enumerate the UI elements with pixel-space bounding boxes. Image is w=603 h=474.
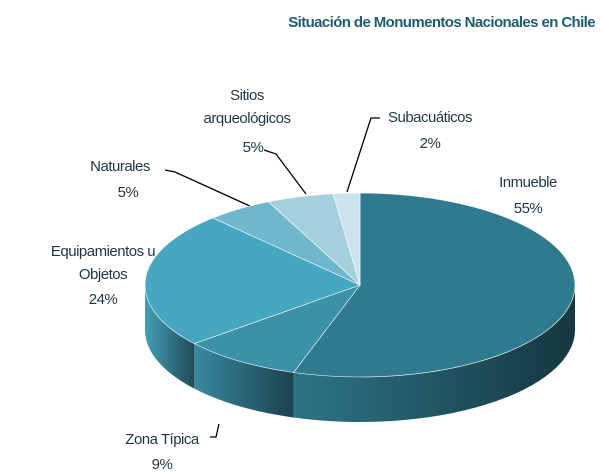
slice [193,284,361,373]
leader-lines [164,117,380,438]
slice-value-label: 55% [513,200,543,217]
slice-label: Inmueble [499,174,557,191]
leader-line [210,423,220,438]
slice-value-label: 5% [117,184,139,201]
slice [332,192,361,286]
slice-side [293,285,575,423]
slice [293,192,576,378]
slice-value-label: 5% [242,139,264,156]
slice-label: Subacuáticos [387,109,473,126]
leader-line [263,149,307,195]
slice-side [194,343,294,418]
slice [144,217,361,344]
leader-line [164,169,253,208]
slice-label: Zona Típica [125,431,199,448]
slice-value-label: 24% [88,291,118,308]
leader-line [346,117,380,193]
slice-value-label: 2% [419,135,441,152]
slice-label: Sitios arqueológicos [203,87,291,127]
slice-value-label: 9% [151,456,173,473]
slice-label: Equipamientos u Objetos [50,243,156,283]
slice-side [145,285,195,389]
chart-title: Situación de Monumentos Nacionales en Ch… [288,14,595,31]
slice-label: Naturales [90,158,150,175]
